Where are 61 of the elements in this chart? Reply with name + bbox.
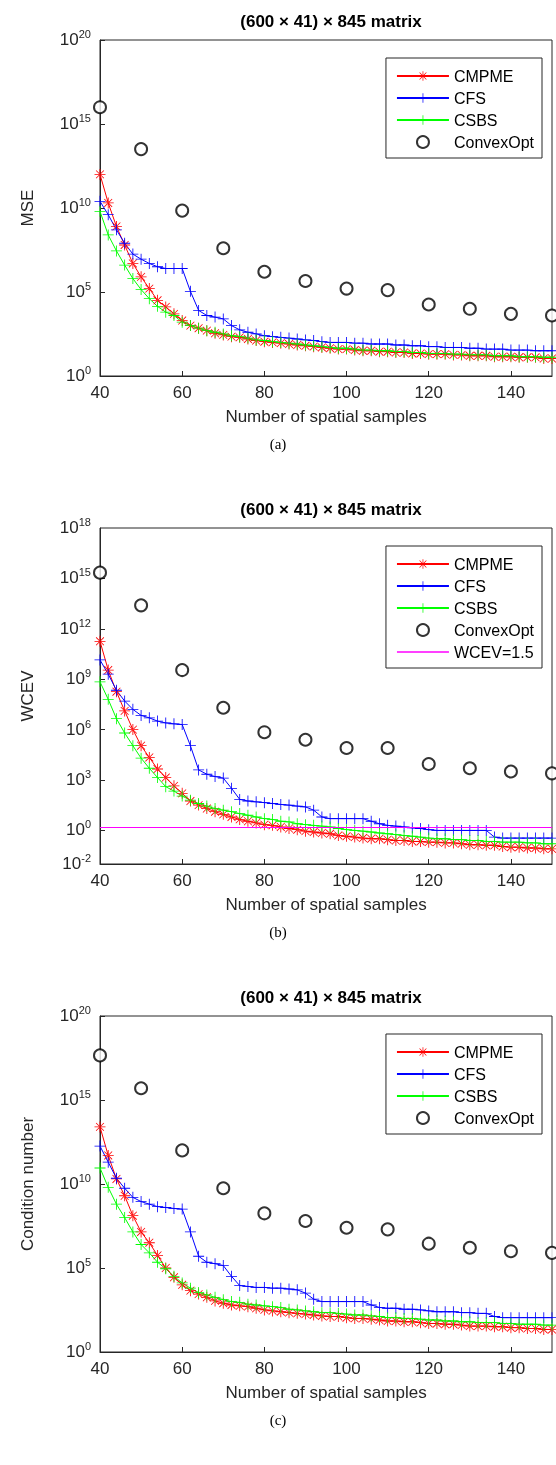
x-tick-label: 40 <box>90 1359 110 1378</box>
chart-title: (600 × 41) × 845 matrix <box>240 12 423 31</box>
y-tick-label: 10$^{10}$ <box>59 1172 91 1194</box>
legend-label: CMPME <box>453 1043 514 1061</box>
legend-label: WCEV=1.5 <box>453 643 534 661</box>
x-tick-label: 100 <box>332 1359 361 1378</box>
x-tick-label: 60 <box>172 1359 192 1378</box>
y-tick-label: 10$^{15}$ <box>59 566 91 589</box>
y-axis-title: MSE <box>18 189 37 227</box>
chart-title: (600 × 41) × 845 matrix <box>240 988 423 1007</box>
legend-label: ConvexOpt <box>453 621 535 639</box>
text: (a) <box>269 435 287 453</box>
legend-label: CFS <box>453 577 486 595</box>
y-tick-label: 10$^{15}$ <box>59 112 91 134</box>
legend-label: CMPME <box>453 555 514 573</box>
x-tick-label: 140 <box>496 871 526 890</box>
y-axis-title: WCEV <box>18 669 37 722</box>
x-tick-label: 60 <box>172 383 192 402</box>
x-tick-label: 60 <box>172 871 192 890</box>
y-tick-label: 10$^{0}$ <box>65 1340 91 1362</box>
y-tick-label: 10$^{5}$ <box>65 1256 91 1278</box>
y-tick-label: 10$^{6}$ <box>65 717 91 740</box>
text: (c) <box>269 1411 287 1429</box>
x-tick-label: 120 <box>414 1359 443 1378</box>
x-tick-label: 120 <box>414 383 443 402</box>
x-axis-title: Number of spatial samples <box>225 895 427 914</box>
legend-label: CFS <box>453 1065 486 1083</box>
y-tick-label: 10$^{20}$ <box>59 28 91 50</box>
x-tick-label: 80 <box>254 871 274 890</box>
chart-title: (600 × 41) × 845 matrix <box>240 500 423 519</box>
y-tick-label: 10$^{5}$ <box>65 280 91 302</box>
y-tick-label: 10$^{20}$ <box>59 1004 91 1026</box>
y-tick-label: 10$^{15}$ <box>59 1088 91 1110</box>
x-tick-label: 140 <box>496 1359 526 1378</box>
text: (b) <box>269 923 287 941</box>
x-axis-title: Number of spatial samples <box>225 407 427 426</box>
legend-label: ConvexOpt <box>453 1109 535 1127</box>
y-tick-label: 10$^{10}$ <box>59 196 91 218</box>
x-tick-label: 40 <box>90 383 110 402</box>
legend-label: CFS <box>453 89 486 107</box>
y-tick-label: 10$^{9}$ <box>65 667 91 690</box>
legend-label: CSBS <box>453 1087 498 1105</box>
legend-label: CSBS <box>453 111 498 129</box>
x-tick-label: 120 <box>414 871 443 890</box>
x-tick-label: 140 <box>496 383 526 402</box>
x-tick-label: 80 <box>254 383 274 402</box>
legend-label: CSBS <box>453 599 498 617</box>
y-axis-title: Condition number <box>18 1116 37 1252</box>
legend-label: CMPME <box>453 67 514 85</box>
x-tick-label: 40 <box>90 871 110 890</box>
x-tick-label: 100 <box>332 871 361 890</box>
x-axis-title: Number of spatial samples <box>225 1383 427 1402</box>
x-tick-label: 80 <box>254 1359 274 1378</box>
x-tick-label: 100 <box>332 383 361 402</box>
y-tick-label: 10$^{18}$ <box>59 516 91 538</box>
y-tick-label: 10$^{3}$ <box>65 768 91 790</box>
y-tick-label: 10$^{0}$ <box>65 364 91 386</box>
y-tick-label: 10$^{0}$ <box>65 818 91 841</box>
y-tick-label: 10$^{12}$ <box>59 616 91 639</box>
y-tick-label: 10$^{-2}$ <box>62 852 91 874</box>
legend-label: ConvexOpt <box>453 133 535 151</box>
